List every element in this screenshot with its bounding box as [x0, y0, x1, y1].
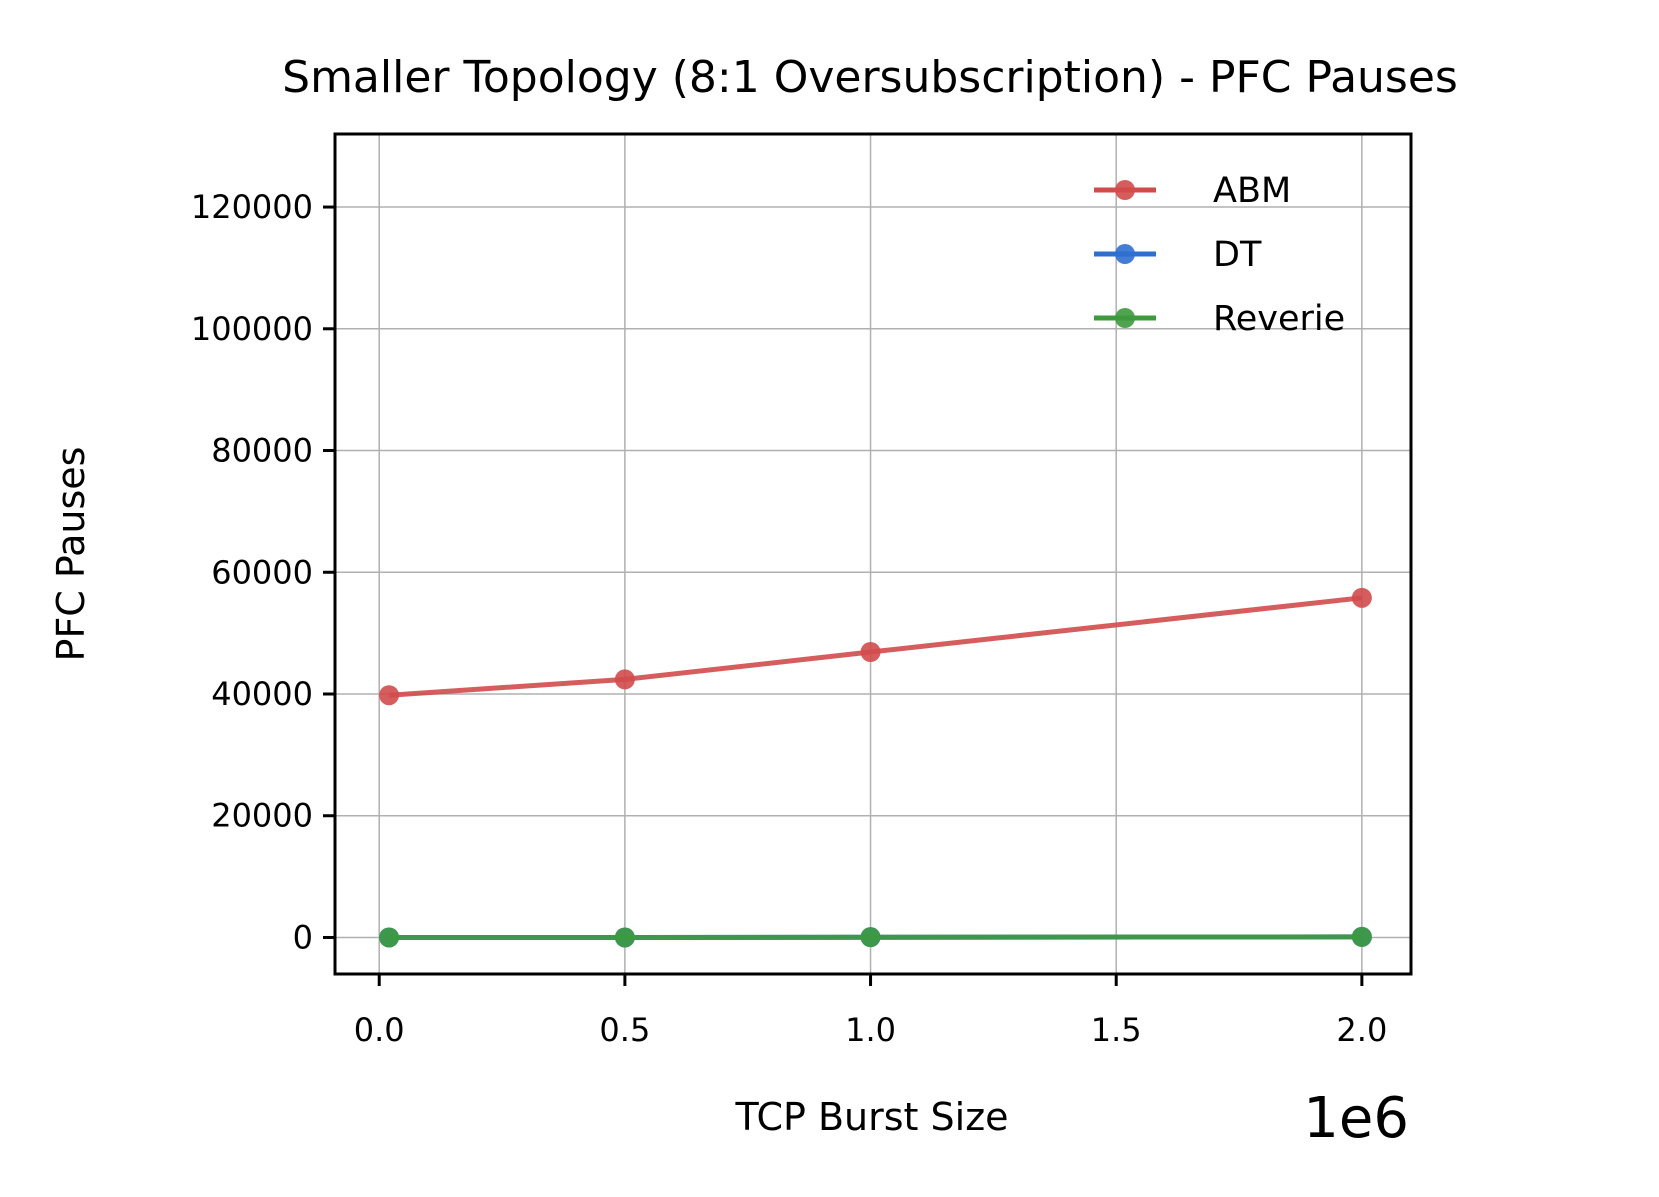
data-point — [1351, 926, 1372, 947]
series-layer — [379, 587, 1372, 948]
data-point — [379, 685, 400, 706]
legend-entry: ABM — [1094, 171, 1291, 211]
legend: ABM DT Reverie — [1094, 171, 1345, 339]
x-axis: 0.0 0.5 1.0 1.5 2.0 — [354, 974, 1387, 1049]
legend-marker — [1115, 244, 1135, 264]
legend-label: ABM — [1213, 171, 1291, 211]
legend-marker — [1115, 308, 1135, 328]
x-axis-label: TCP Burst Size — [734, 1095, 1008, 1139]
y-tick-label: 0 — [293, 918, 313, 956]
y-tick-label: 40000 — [211, 675, 313, 713]
legend-label: DT — [1213, 235, 1262, 275]
y-axis-label: PFC Pauses — [49, 447, 93, 662]
y-tick-label: 60000 — [211, 553, 313, 591]
y-tick-label: 80000 — [211, 432, 313, 470]
data-point — [1351, 587, 1372, 608]
x-tick-label: 0.0 — [354, 1011, 405, 1049]
data-point — [379, 927, 400, 948]
data-point — [860, 927, 881, 948]
data-point — [614, 669, 635, 690]
x-tick-label: 1.0 — [845, 1011, 896, 1049]
series-abm — [379, 587, 1372, 706]
legend-entry: Reverie — [1094, 299, 1345, 339]
chart-title: Smaller Topology (8:1 Oversubscription) … — [282, 52, 1458, 103]
x-tick-label: 0.5 — [599, 1011, 650, 1049]
y-tick-label: 120000 — [191, 188, 313, 226]
y-tick-label: 20000 — [211, 797, 313, 835]
legend-entry: DT — [1094, 235, 1262, 275]
data-point — [614, 927, 635, 948]
series-line — [389, 934, 1362, 940]
data-point — [860, 642, 881, 662]
legend-marker — [1115, 180, 1135, 200]
plot-frame — [333, 132, 1413, 976]
x-tick-label: 1.5 — [1091, 1011, 1142, 1049]
series-reverie — [379, 926, 1372, 948]
series-line — [388, 595, 1363, 698]
y-tick-label: 100000 — [191, 310, 313, 348]
x-axis-offset-label: 1e6 — [1303, 1086, 1409, 1151]
x-tick-label: 2.0 — [1336, 1011, 1387, 1049]
legend-label: Reverie — [1213, 299, 1345, 339]
y-axis: 0 20000 40000 60000 80000 100000 120000 — [191, 188, 335, 956]
